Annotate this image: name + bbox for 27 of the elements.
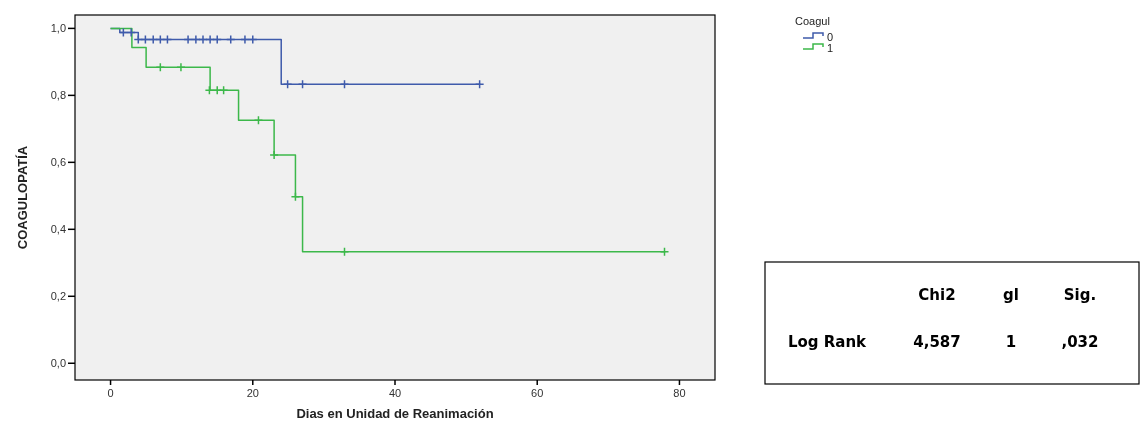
legend-label: 0 (827, 31, 834, 43)
y-tick-label: 0,4 (50, 223, 66, 236)
point (269, 150, 279, 160)
y-tick-label: 1,0 (50, 22, 66, 35)
point (126, 27, 136, 38)
x-tick-label: 60 (531, 387, 544, 399)
point (253, 115, 264, 125)
point (183, 34, 193, 45)
x-axis-title: Dias en Unidad de Reanimación (296, 406, 494, 421)
x-tick-label: 80 (673, 387, 686, 399)
point (240, 34, 250, 45)
y-tick-label: 0,6 (50, 156, 66, 169)
point (176, 62, 186, 72)
point (248, 34, 258, 45)
y-tick-label: 0,0 (50, 357, 66, 370)
x-tick-label: 20 (246, 387, 259, 399)
point (290, 192, 301, 202)
x-tick-label: 40 (388, 387, 402, 399)
y-tick-label: 0,8 (50, 89, 66, 102)
point (212, 34, 222, 45)
legend-label: 1 (827, 42, 834, 54)
y-axis-title: COAGULOPATÍA (15, 145, 30, 250)
log-rank-table: Chi2 gl Sig. Log Rank 4,587 1 ,032 (764, 261, 1140, 385)
y-tick-label: 0,2 (50, 290, 66, 303)
x-tick-label: 0 (107, 387, 114, 399)
point (155, 62, 166, 72)
legend-title: Coagul (795, 15, 830, 27)
